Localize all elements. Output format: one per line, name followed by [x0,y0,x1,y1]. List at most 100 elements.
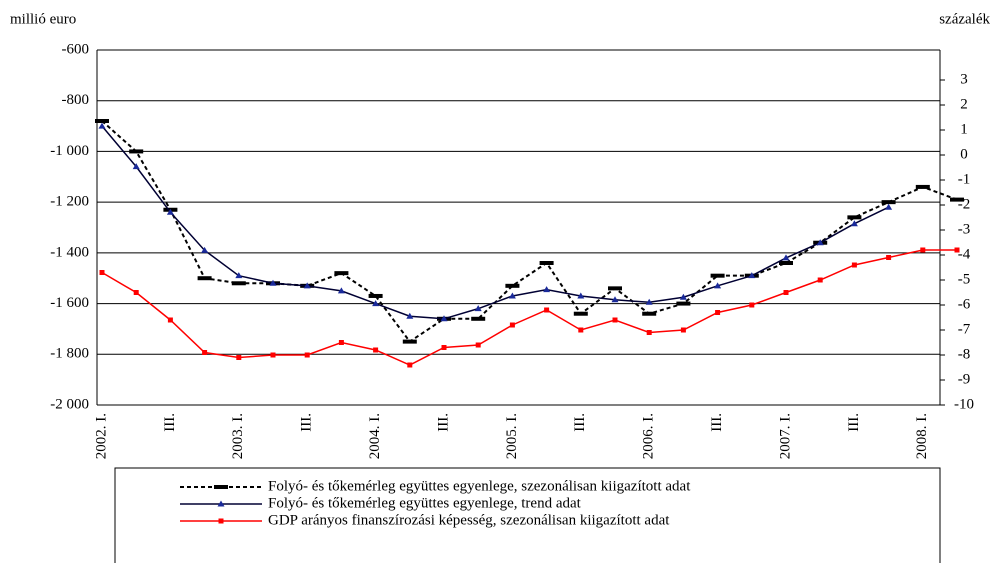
legend-label: GDP arányos finanszírozási képesség, sze… [268,512,670,528]
data-point [304,352,310,358]
data-point [129,149,144,154]
data-point [270,352,276,358]
data-point [334,271,349,276]
y2-tick-label: -1 [958,171,971,187]
data-point [201,246,209,253]
x-tick-label: III. [435,413,451,432]
data-point [303,282,311,289]
data-point [715,310,721,315]
data-point [680,327,686,333]
data-point [440,315,448,322]
data-point [646,330,652,335]
data-point [235,272,243,279]
data-point [850,220,858,227]
data-point [573,311,588,316]
data-point [402,339,417,344]
data-point [474,305,482,312]
data-point [372,300,380,307]
data-point [202,350,208,355]
y-tick-label: -800 [62,92,90,108]
data-point [816,239,824,246]
data-point [886,255,892,260]
data-point [611,296,619,303]
series-line [101,249,957,366]
y2-tick-label: 2 [960,96,968,112]
legend-marker [217,500,225,507]
data-point [269,279,277,286]
x-tick-label: 2006. I. [641,413,657,459]
y2-tick-label: -3 [958,221,971,237]
legend-marker [214,485,228,489]
data-point [475,342,481,348]
data-point [578,327,584,333]
data-point [885,203,893,210]
data-point [954,247,960,253]
data-point [166,208,174,215]
data-point [749,302,755,308]
data-point [679,293,687,300]
y-axis-label: millió euro [10,11,76,27]
data-point [197,276,212,281]
data-point [782,254,790,261]
x-tick-label: III. [846,413,862,432]
legend-box [114,467,941,563]
data-point [95,119,109,123]
data-point [373,347,379,353]
data-point [950,197,964,202]
data-point [338,340,344,345]
data-point [407,362,413,368]
x-tick-label: 2002. I. [93,413,109,459]
data-point [714,282,722,289]
data-point [132,163,140,170]
data-point [368,293,383,298]
x-tick-label: III. [299,413,315,432]
data-point [642,311,657,316]
data-point [676,301,691,306]
data-point [851,262,857,268]
x-tick-label: III. [162,413,178,432]
data-point [505,283,520,288]
data-point [133,290,139,295]
x-tick-label: III. [572,413,588,432]
y2-axis-label: százalék [939,11,990,27]
y2-tick-label: -10 [954,396,974,412]
y-tick-label: -1 600 [50,295,89,311]
data-point [508,292,516,299]
data-point [337,287,345,294]
data-point [236,355,242,360]
x-tick-label: 2005. I. [504,413,520,459]
y-tick-label: -1 200 [50,194,89,210]
data-point [231,281,246,286]
x-tick-label: 2008. I. [914,413,930,459]
data-point [881,200,896,205]
legend-label: Folyó- és tőkemérleg együttes egyenlege,… [268,478,691,494]
y2-tick-label: 0 [960,146,968,162]
y2-tick-label: -6 [958,296,971,312]
data-point [509,322,515,328]
y2-tick-label: 3 [960,71,968,87]
data-point [783,290,789,295]
y2-tick-label: -4 [958,246,971,262]
data-point [543,286,551,293]
data-point [612,317,618,323]
data-point [406,312,414,319]
data-point [817,277,823,283]
y2-tick-label: -5 [958,271,971,287]
x-tick-label: III. [709,413,725,432]
legend-marker [218,518,224,524]
y-tick-label: -2 000 [50,396,89,412]
data-point [441,345,447,350]
data-point [544,307,550,313]
x-tick-label: 2003. I. [230,413,246,459]
y2-tick-label: 1 [960,121,968,137]
data-point [710,273,725,278]
y-tick-label: -1 400 [50,244,89,260]
x-tick-label: 2004. I. [367,413,383,459]
data-point [847,215,862,220]
data-point [98,122,106,129]
y2-tick-label: -7 [958,321,971,337]
y2-tick-label: -8 [958,346,971,362]
y-tick-label: -1 800 [50,346,89,362]
y-tick-label: -1 000 [50,143,89,159]
